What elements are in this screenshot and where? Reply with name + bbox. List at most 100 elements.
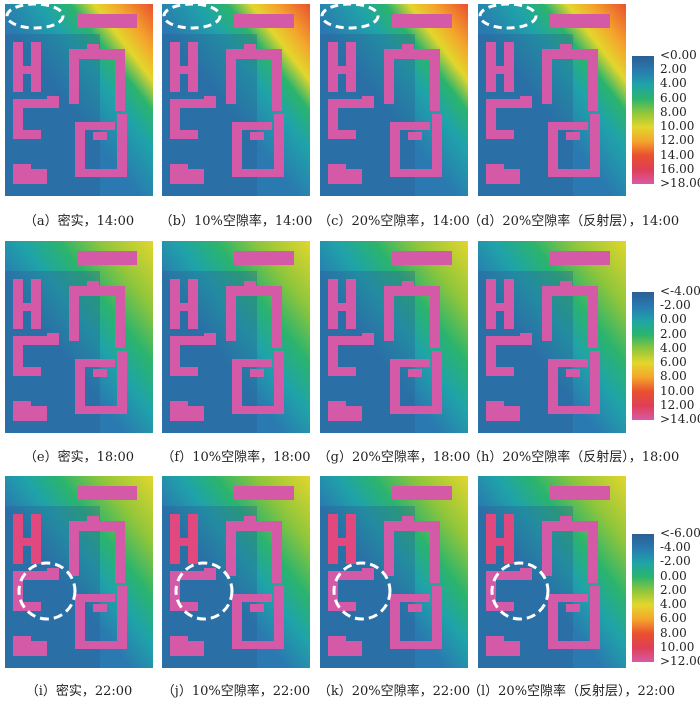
building-footprint [328, 303, 356, 311]
panel-caption: （c）20%空隙率，14:00 [318, 214, 470, 229]
building-footprint [550, 14, 610, 28]
building-footprint [550, 486, 610, 500]
building-footprint [226, 286, 236, 341]
building-footprint [590, 586, 600, 649]
highlight-ellipse [478, 4, 538, 30]
building-footprint [486, 571, 532, 580]
field-map-2-3 [478, 476, 626, 668]
legend-tick-label: >18.00 [660, 176, 700, 190]
building-footprint [170, 336, 180, 376]
building-footprint [520, 96, 532, 108]
building-footprint [13, 636, 31, 656]
field-map-2-2 [320, 476, 468, 668]
building-footprint [13, 367, 41, 376]
building-footprint [408, 604, 422, 612]
building-footprint [272, 286, 282, 348]
building-footprint [362, 96, 374, 108]
building-footprint [75, 122, 85, 177]
legend-tick-label: 6.00 [660, 90, 687, 105]
building-footprint [232, 359, 272, 367]
building-footprint [504, 641, 520, 656]
building-footprint [542, 286, 552, 341]
building-footprint [232, 359, 242, 414]
building-footprint [328, 336, 338, 376]
building-footprint [170, 303, 198, 311]
building-footprint [390, 594, 430, 602]
building-footprint [13, 336, 23, 376]
building-footprint [504, 169, 520, 184]
building-footprint [117, 351, 127, 414]
building-footprint [328, 130, 356, 139]
building-footprint [384, 49, 394, 104]
field-map-0-2 [320, 4, 468, 196]
field-map-1-1 [162, 241, 310, 433]
building-footprint [548, 359, 558, 414]
panel-caption: （f）10%空隙率，18:00 [161, 450, 311, 465]
legend-tick-label: 0.00 [660, 568, 687, 583]
building-footprint [13, 99, 59, 108]
building-footprint [486, 336, 532, 345]
legend-tick-label: 8.00 [660, 625, 687, 640]
building-footprint [588, 521, 598, 583]
building-footprint [87, 44, 99, 54]
building-footprint [590, 114, 600, 177]
building-footprint [402, 44, 414, 54]
building-footprint [204, 568, 216, 580]
building-footprint [384, 286, 394, 341]
building-footprint [402, 281, 414, 291]
building-footprint [117, 586, 127, 649]
building-footprint [328, 164, 346, 184]
building-footprint [170, 99, 216, 108]
building-footprint [548, 169, 598, 177]
building-footprint [31, 169, 47, 184]
legend-tick-label: 10.00 [660, 119, 695, 134]
building-footprint [47, 333, 59, 345]
building-footprint [542, 49, 552, 104]
building-footprint [486, 336, 496, 376]
building-footprint [232, 594, 242, 649]
field-map-1-2 [320, 241, 468, 433]
building-footprint [486, 99, 496, 139]
panel-caption: （j）10%空隙率，22:00 [161, 684, 311, 699]
building-footprint [486, 367, 514, 376]
building-footprint [232, 122, 272, 130]
building-footprint [69, 521, 79, 576]
building-footprint [504, 406, 520, 421]
building-footprint [244, 516, 256, 526]
building-footprint [548, 359, 588, 367]
building-footprint [13, 99, 23, 139]
building-footprint [486, 401, 504, 421]
building-footprint [75, 359, 115, 367]
highlight-ellipse [162, 4, 222, 30]
building-footprint [13, 401, 31, 421]
building-footprint [170, 602, 198, 611]
legend-tick-label: 6.00 [660, 611, 687, 626]
building-footprint [77, 251, 137, 265]
panel-caption: （d）20%空隙率（反射层），14:00 [468, 214, 680, 229]
building-footprint [170, 367, 198, 376]
building-footprint [170, 401, 188, 421]
building-footprint [13, 336, 59, 345]
panel-caption: （i）密实，22:00 [25, 684, 133, 699]
legend-tick-label: -4.00 [660, 540, 691, 555]
building-footprint [390, 594, 400, 649]
building-footprint [13, 571, 59, 580]
building-footprint [232, 594, 272, 602]
building-footprint [432, 351, 442, 414]
building-footprint [232, 169, 282, 177]
building-footprint [250, 132, 264, 140]
legend-tick-label: 12.00 [660, 397, 695, 412]
building-footprint [13, 66, 41, 74]
building-footprint [234, 486, 294, 500]
building-footprint [274, 586, 284, 649]
building-footprint [362, 568, 374, 580]
building-footprint [560, 516, 572, 526]
building-footprint [390, 122, 400, 177]
legend-color-bar [632, 534, 654, 662]
legend-tick-label: 16.00 [660, 161, 695, 176]
building-footprint [392, 14, 452, 28]
building-footprint [328, 99, 338, 139]
building-footprint [77, 14, 137, 28]
building-footprint [226, 521, 236, 576]
building-footprint [390, 641, 440, 649]
